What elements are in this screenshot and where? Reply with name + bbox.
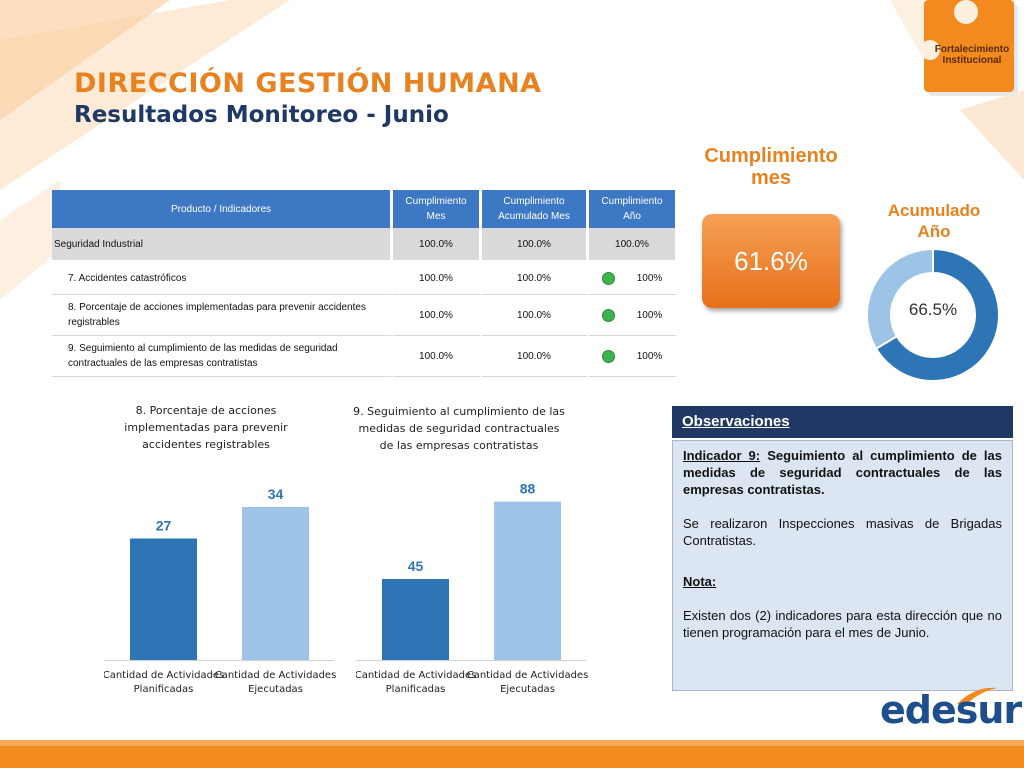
status-dot-icon	[601, 308, 615, 322]
bar-chart-1: 27 Cantidad de Actividades Planificadas 34 C…	[104, 486, 336, 695]
indicator-text: Seguimiento al cumplimiento de las medid…	[683, 448, 1002, 497]
note-label-block: Nota:	[683, 573, 1002, 590]
logo-swoosh-icon	[957, 687, 997, 704]
bar	[130, 538, 197, 660]
category-label: Cantidad de Actividades Planificadas	[104, 670, 224, 695]
row-cumulative: 100.0%	[482, 295, 589, 336]
page-subtitle: Resultados Monitoreo - Junio	[74, 102, 449, 128]
row-month: 100.0%	[393, 336, 482, 377]
donut-center-label: 66.5%	[908, 300, 958, 319]
group-year: 100.0%	[589, 228, 678, 262]
table-group-row: Seguridad Industrial 100.0% 100.0% 100.0…	[52, 228, 678, 262]
row-year: 100%	[636, 350, 663, 362]
row-cumulative: 100.0%	[482, 336, 589, 377]
chart-1-title: 8. Porcentaje de acciones implementadas …	[124, 404, 288, 451]
row-year: 100%	[636, 309, 663, 321]
col-header-year: Cumplimiento Año	[589, 190, 678, 228]
data-label: 27	[156, 518, 172, 534]
table-row: 7. Accidentes catastróficos 100.0% 100.0…	[52, 262, 678, 295]
table-header-row: Producto / Indicadores Cumplimiento Mes …	[52, 190, 678, 228]
note-text: Existen dos (2) indicadores para esta di…	[683, 608, 1002, 640]
data-label: 88	[520, 481, 536, 497]
row-name: 9. Seguimiento al cumplimiento de las me…	[52, 336, 393, 377]
row-year-cell: 100%	[589, 262, 678, 295]
bar	[382, 579, 449, 660]
kpi-month-value: 61.6%	[702, 214, 840, 308]
row-year: 100%	[636, 272, 663, 284]
status-dot-icon	[601, 271, 615, 285]
row-year-cell: 100%	[589, 295, 678, 336]
puzzle-badge-icon	[924, 0, 1018, 96]
donut-remaining-slice	[866, 248, 934, 350]
data-label: 34	[268, 486, 284, 502]
footer-bar-highlight	[0, 740, 1024, 746]
status-dot-icon	[601, 349, 615, 363]
observation-paragraph: Se realizaron Inspecciones masivas de Br…	[683, 516, 1002, 548]
row-month: 100.0%	[393, 262, 482, 295]
row-name: 8. Porcentaje de acciones implementadas …	[52, 295, 393, 336]
group-month: 100.0%	[393, 228, 482, 262]
bar	[494, 501, 561, 660]
year-donut-chart	[866, 248, 1000, 382]
row-name: 7. Accidentes catastróficos	[52, 262, 393, 295]
donut-value-slice	[874, 248, 1000, 382]
row-year-cell: 100%	[589, 336, 678, 377]
row-cumulative: 100.0%	[482, 262, 589, 295]
bar-chart-2: 45 Cantidad de Actividades Planificadas 88 C…	[356, 481, 588, 695]
footer-bar	[0, 740, 1024, 768]
chart-2-title: 9. Seguimiento al cumplimiento de las me…	[353, 405, 565, 452]
table-row: 9. Seguimiento al cumplimiento de las me…	[52, 336, 678, 377]
group-cumulative: 100.0%	[482, 228, 589, 262]
observations-box: Indicador 9: Seguimiento al cumplimiento…	[672, 440, 1013, 691]
col-header-product: Producto / Indicadores	[52, 190, 393, 228]
category-label: Cantidad de Actividades Ejecutadas	[215, 670, 336, 695]
note-label: Nota:	[683, 574, 717, 589]
badge-label: Fortalecimiento Institucional	[930, 44, 1014, 66]
bar	[242, 507, 309, 660]
indicator-label: Indicador 9:	[683, 448, 761, 463]
edesur-logo: edesur	[880, 688, 1022, 732]
col-header-cumulative: Cumplimiento Acumulado Mes	[482, 190, 589, 228]
group-name: Seguridad Industrial	[52, 228, 393, 262]
badge-line-2: Institucional	[942, 55, 1002, 66]
indicators-table: Producto / Indicadores Cumplimiento Mes …	[52, 190, 678, 377]
row-month: 100.0%	[393, 295, 482, 336]
col-header-month: Cumplimiento Mes	[393, 190, 482, 228]
kpi-year-label: Acumulado Año	[887, 201, 981, 241]
table-row: 8. Porcentaje de acciones implementadas …	[52, 295, 678, 336]
data-label: 45	[408, 558, 424, 574]
observations-header: Observaciones	[672, 406, 1013, 438]
kpi-month-label: Cumplimiento mes	[704, 145, 838, 189]
badge-line-1: Fortalecimiento	[934, 44, 1010, 55]
category-label: Cantidad de Actividades Planificadas	[356, 670, 476, 695]
page-title: DIRECCIÓN GESTIÓN HUMANA	[74, 68, 542, 99]
observation-indicator: Indicador 9: Seguimiento al cumplimiento…	[683, 447, 1002, 498]
category-label: Cantidad de Actividades Ejecutadas	[467, 670, 588, 695]
